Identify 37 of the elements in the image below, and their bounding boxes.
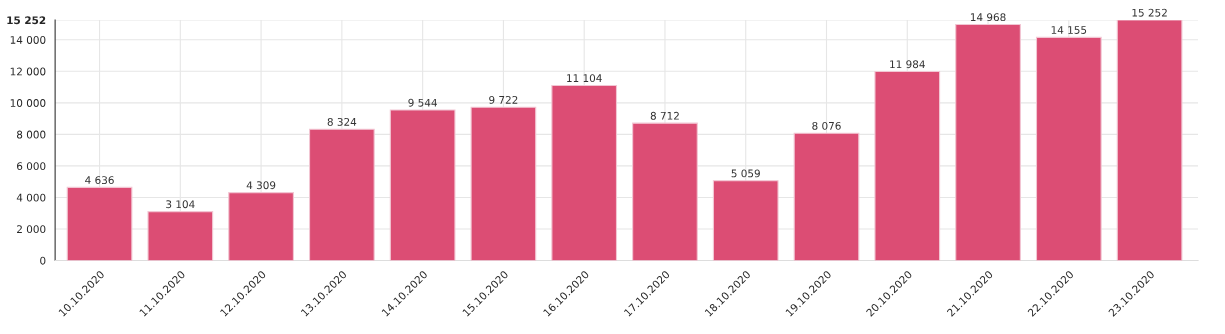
bar (66, 186, 133, 261)
bar (470, 106, 537, 261)
bar (389, 109, 456, 261)
bar (793, 132, 860, 261)
data-label: 3 104 (166, 200, 195, 209)
data-label: 4 309 (246, 181, 276, 190)
data-label: 9 544 (408, 98, 437, 107)
data-label: 15 252 (1132, 8, 1167, 17)
y-tick-label: 10 000 (10, 99, 46, 107)
bar (147, 211, 214, 261)
bar (551, 84, 618, 261)
data-label: 11 104 (567, 74, 602, 83)
data-label: 14 968 (970, 13, 1006, 22)
y-tick-label: 0 (40, 256, 46, 265)
data-label: 4 636 (85, 176, 114, 185)
bar (632, 122, 698, 261)
y-tick-label: 14 000 (10, 36, 46, 44)
data-label: 8 324 (327, 117, 357, 126)
bar (309, 128, 375, 261)
data-label: 8 076 (812, 121, 841, 130)
bar (874, 71, 941, 261)
y-tick-label: 6 000 (17, 162, 46, 171)
y-tick-label: 8 000 (16, 130, 46, 139)
bar (228, 192, 294, 261)
data-label: 5 059 (731, 169, 760, 178)
bar (955, 23, 1021, 261)
y-tick-label: 4 000 (16, 193, 46, 202)
y-tick-label: 2 000 (17, 225, 46, 234)
data-label: 8 712 (650, 111, 679, 120)
y-tick-label: 15 252 (7, 16, 46, 25)
data-label: 9 722 (489, 95, 518, 104)
y-tick-label: 12 000 (10, 67, 46, 76)
bar (1035, 36, 1102, 261)
data-label: 14 155 (1051, 26, 1087, 34)
bar (1116, 20, 1183, 261)
data-label: 11 984 (890, 60, 925, 69)
bar (712, 180, 779, 261)
